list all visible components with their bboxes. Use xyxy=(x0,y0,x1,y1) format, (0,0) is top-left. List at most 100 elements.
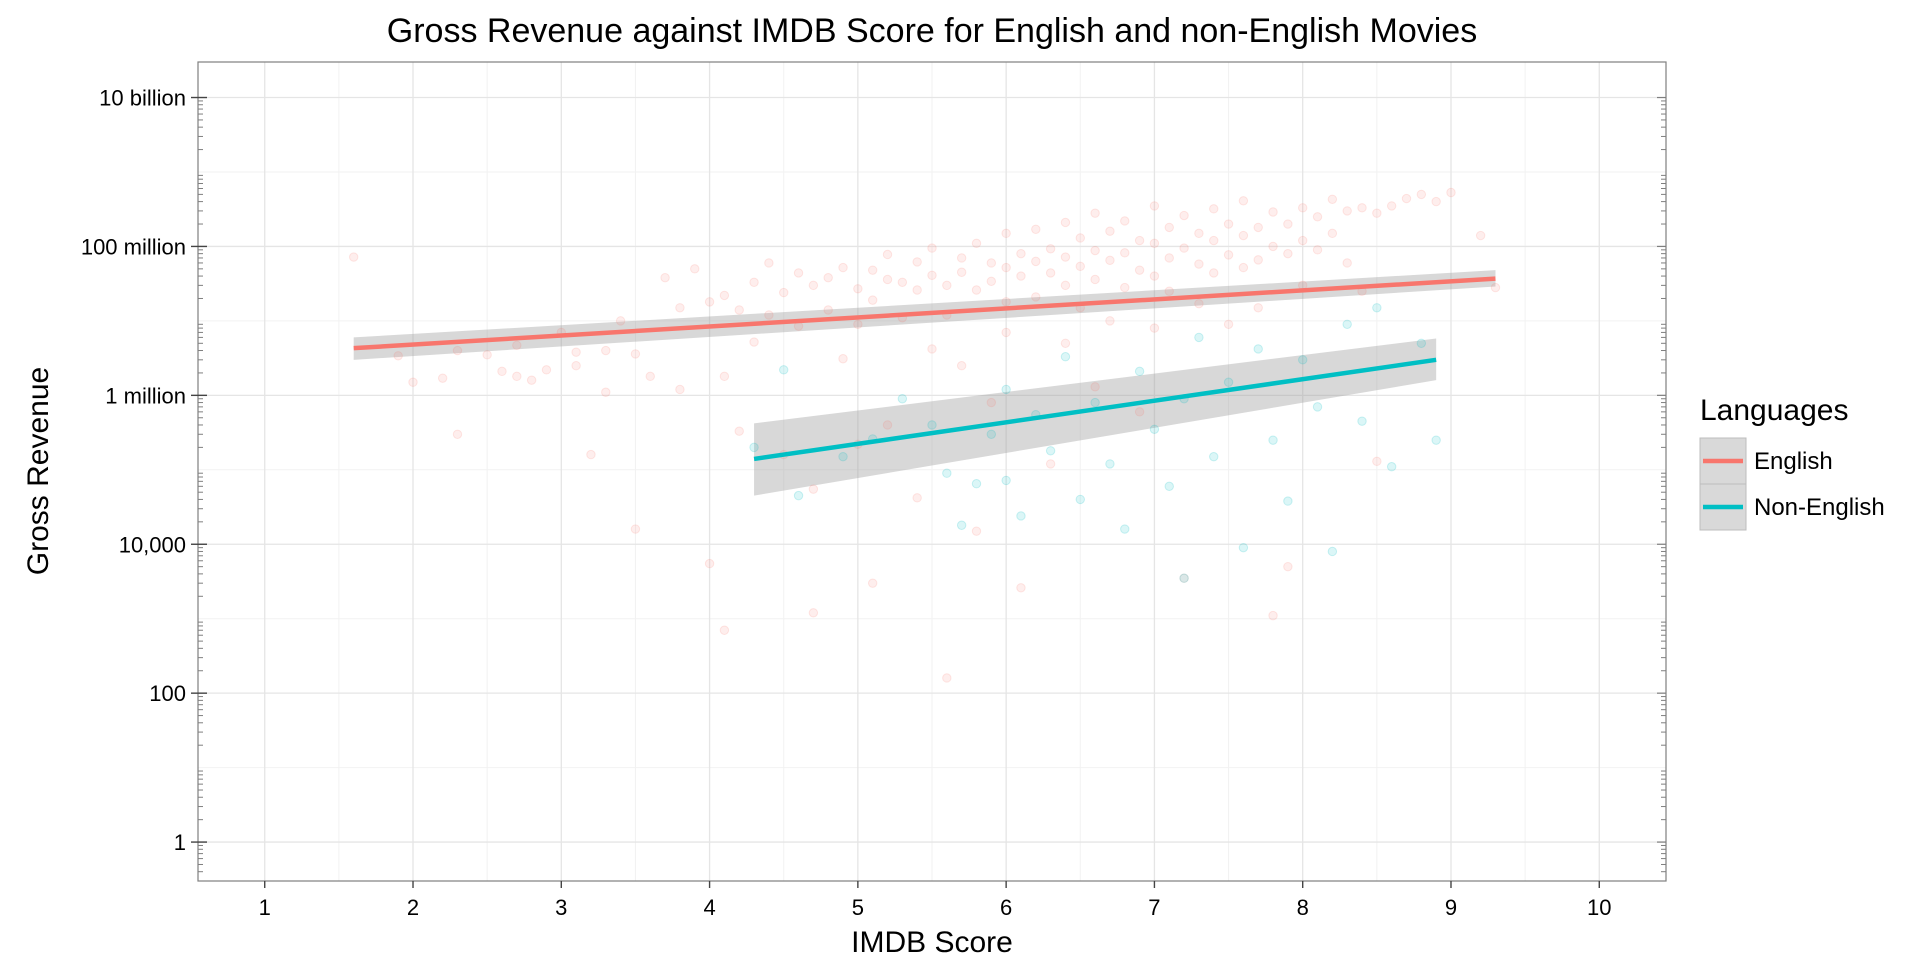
series-points-non-english xyxy=(749,303,1441,583)
data-point xyxy=(1060,217,1071,228)
data-point xyxy=(719,371,730,382)
data-point xyxy=(1283,496,1293,506)
data-point xyxy=(1416,189,1427,200)
trend-line-non-english xyxy=(753,357,1437,462)
data-point xyxy=(971,526,982,536)
data-point xyxy=(942,673,952,683)
data-point xyxy=(571,361,581,371)
data-point xyxy=(971,285,982,295)
data-point xyxy=(1416,338,1427,349)
data-point xyxy=(1164,481,1174,492)
data-point xyxy=(779,287,789,298)
data-point xyxy=(704,297,715,307)
data-point xyxy=(793,490,804,501)
data-point xyxy=(452,345,463,356)
data-point xyxy=(1045,459,1056,469)
x-tick-label: 3 xyxy=(555,895,567,920)
data-point xyxy=(956,520,967,530)
data-point xyxy=(1357,203,1367,213)
data-point xyxy=(1475,230,1486,241)
data-point xyxy=(1149,323,1160,333)
data-point xyxy=(1312,402,1323,412)
data-point xyxy=(956,253,967,263)
data-point xyxy=(1060,280,1071,291)
data-point xyxy=(1386,201,1397,211)
data-point xyxy=(1001,327,1011,338)
data-point xyxy=(408,377,418,387)
data-point xyxy=(1209,235,1219,246)
y-tick-label: 1 million xyxy=(105,383,186,408)
data-point xyxy=(1253,222,1263,233)
data-point xyxy=(1075,233,1085,243)
data-point xyxy=(601,387,611,397)
data-point xyxy=(1327,546,1338,557)
data-point xyxy=(1268,241,1278,252)
data-point xyxy=(615,316,626,326)
legend-label: English xyxy=(1754,448,1833,475)
series-points-english xyxy=(348,187,1501,683)
data-point xyxy=(1312,212,1323,222)
data-point xyxy=(1090,397,1100,408)
data-point xyxy=(986,397,997,408)
data-point xyxy=(1298,203,1308,213)
trend-line-english xyxy=(353,276,1496,351)
data-point xyxy=(1238,542,1249,553)
data-point xyxy=(1283,561,1293,572)
data-point xyxy=(956,267,967,277)
data-point xyxy=(1149,424,1160,434)
data-point xyxy=(704,558,715,569)
x-tick-label: 2 xyxy=(407,895,419,920)
data-point xyxy=(1134,265,1145,275)
data-point xyxy=(1060,352,1071,362)
data-point xyxy=(1031,292,1041,302)
data-point xyxy=(927,243,937,253)
data-point xyxy=(645,371,655,382)
data-point xyxy=(882,249,893,260)
legend-title: Languages xyxy=(1700,394,1848,427)
data-point xyxy=(1031,256,1041,267)
data-point xyxy=(393,351,403,361)
data-point xyxy=(1268,207,1278,217)
data-point xyxy=(1194,259,1204,269)
data-point xyxy=(1209,204,1219,214)
x-tick-label: 6 xyxy=(1000,895,1012,920)
data-point xyxy=(1075,494,1085,505)
data-point xyxy=(1016,248,1026,259)
data-point xyxy=(853,319,863,329)
x-tick-label: 9 xyxy=(1445,895,1457,920)
data-point xyxy=(1372,303,1382,313)
data-point xyxy=(838,262,848,273)
legend: Languages English Non-English xyxy=(1699,394,1885,531)
data-point xyxy=(867,578,878,588)
data-point xyxy=(927,420,937,430)
data-point xyxy=(1090,245,1100,256)
data-point xyxy=(1149,201,1160,211)
data-point xyxy=(838,354,848,364)
data-point xyxy=(1105,459,1115,469)
data-point xyxy=(1268,610,1278,621)
data-point xyxy=(808,484,819,494)
data-point xyxy=(1001,228,1011,239)
data-point xyxy=(942,280,952,291)
x-tick-label: 10 xyxy=(1587,895,1611,920)
data-point xyxy=(1179,243,1189,253)
data-point xyxy=(1060,252,1071,262)
x-tick-label: 7 xyxy=(1148,895,1160,920)
data-point xyxy=(1401,193,1412,204)
data-point xyxy=(1431,196,1441,207)
data-point xyxy=(1298,355,1308,365)
data-point xyxy=(719,625,730,635)
data-point xyxy=(1253,255,1263,265)
x-tick-label: 5 xyxy=(852,895,864,920)
legend-label: Non-English xyxy=(1754,494,1885,521)
data-point xyxy=(690,264,700,274)
plot-area: 1 100 10,000 1 million 100 million 10 billion… xyxy=(81,61,1667,920)
data-point xyxy=(971,479,982,489)
data-point xyxy=(1342,258,1352,268)
data-point xyxy=(1342,206,1352,216)
data-point xyxy=(749,337,759,347)
data-point xyxy=(1327,228,1338,239)
data-point xyxy=(1120,524,1130,534)
y-axis-title: Gross Revenue xyxy=(22,367,55,575)
data-point xyxy=(986,276,997,287)
